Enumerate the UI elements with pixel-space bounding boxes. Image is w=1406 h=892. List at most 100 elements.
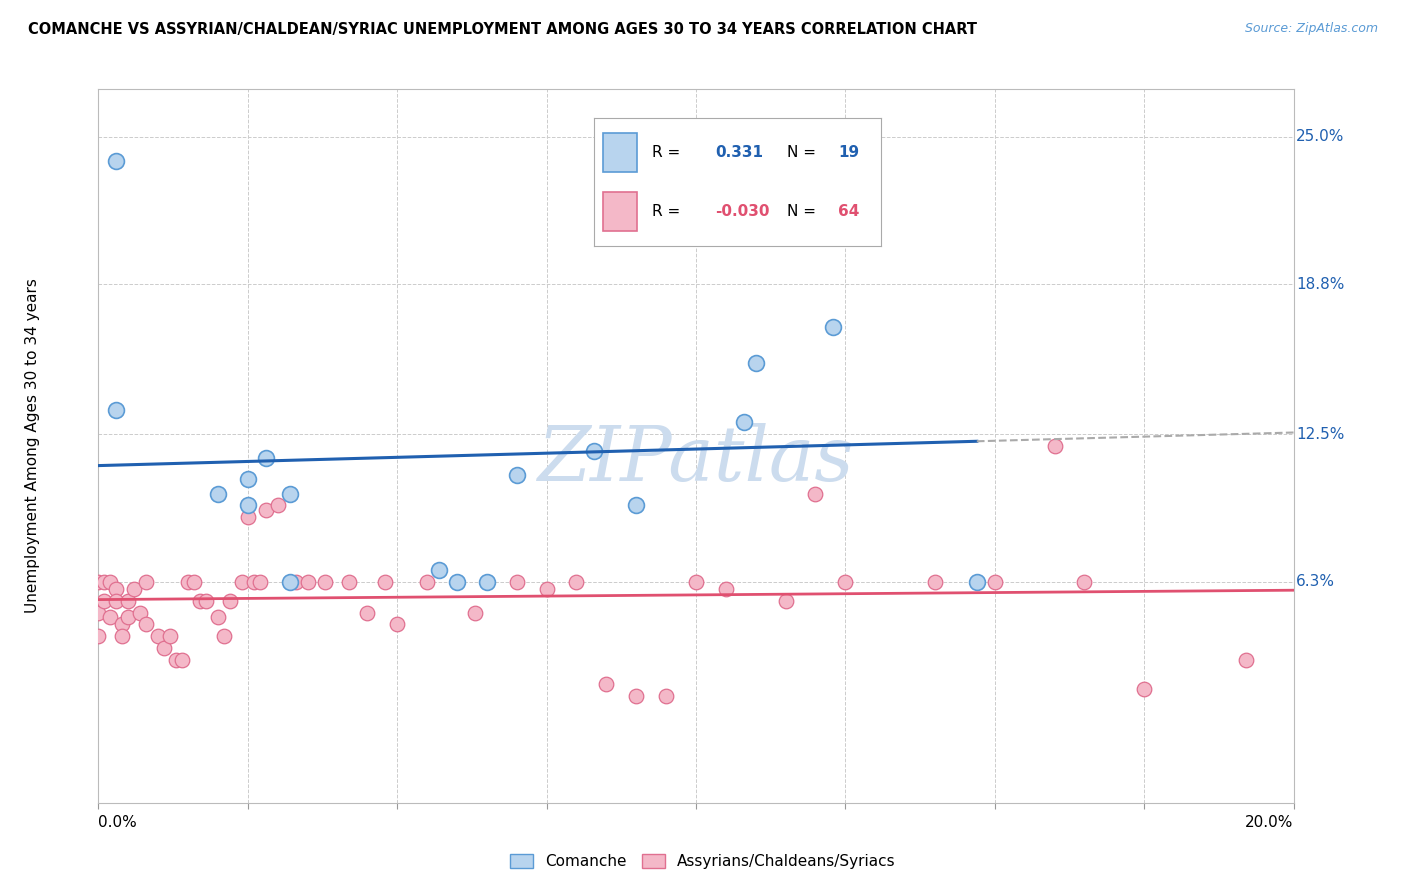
Point <box>117 593 139 607</box>
Point <box>446 574 468 589</box>
Text: N =: N = <box>786 204 815 219</box>
Point <box>159 629 181 643</box>
Point <box>775 593 797 607</box>
Point <box>194 593 218 607</box>
Text: 0.0%: 0.0% <box>98 814 138 830</box>
Point <box>1133 681 1156 696</box>
Text: 0.331: 0.331 <box>714 145 763 160</box>
Text: 20.0%: 20.0% <box>1246 814 1294 830</box>
Text: COMANCHE VS ASSYRIAN/CHALDEAN/SYRIAC UNEMPLOYMENT AMONG AGES 30 TO 34 YEARS CORR: COMANCHE VS ASSYRIAN/CHALDEAN/SYRIAC UNE… <box>28 22 977 37</box>
Point <box>823 320 845 334</box>
Point <box>177 574 200 589</box>
Point <box>834 574 856 589</box>
Point <box>93 593 115 607</box>
Point <box>475 574 498 589</box>
Text: N =: N = <box>786 145 815 160</box>
Point <box>506 467 529 482</box>
Point <box>236 510 259 524</box>
Point <box>172 653 194 667</box>
Point <box>117 610 139 624</box>
Point <box>685 574 707 589</box>
Point <box>278 574 301 589</box>
Point <box>804 486 827 500</box>
Text: R =: R = <box>652 145 681 160</box>
Point <box>87 574 110 589</box>
Point <box>135 617 157 632</box>
Point <box>297 574 319 589</box>
Point <box>278 486 301 500</box>
Text: 64: 64 <box>838 204 859 219</box>
Point <box>924 574 946 589</box>
Point <box>93 574 115 589</box>
Point <box>464 606 486 620</box>
Text: -0.030: -0.030 <box>714 204 769 219</box>
Point <box>87 606 110 620</box>
Point <box>243 574 266 589</box>
Point <box>427 563 450 577</box>
Point <box>124 582 146 596</box>
Point <box>98 610 122 624</box>
Point <box>219 593 242 607</box>
Point <box>385 617 409 632</box>
Point <box>249 574 271 589</box>
Text: Source: ZipAtlas.com: Source: ZipAtlas.com <box>1244 22 1378 36</box>
Point <box>231 574 253 589</box>
Point <box>278 486 301 500</box>
Point <box>624 689 647 703</box>
Point <box>1073 574 1095 589</box>
Point <box>356 606 378 620</box>
Point <box>165 653 187 667</box>
Point <box>207 486 229 500</box>
Point <box>804 201 827 215</box>
Point <box>207 610 229 624</box>
Point <box>254 503 277 517</box>
Point <box>983 574 1005 589</box>
Point <box>153 641 176 656</box>
Point <box>188 593 211 607</box>
FancyBboxPatch shape <box>603 193 637 231</box>
Point <box>655 689 678 703</box>
Point <box>339 574 360 589</box>
Point <box>212 629 235 643</box>
Point <box>506 574 529 589</box>
Point <box>966 574 988 589</box>
Text: 6.3%: 6.3% <box>1296 574 1334 589</box>
Point <box>714 582 737 596</box>
Point <box>111 617 134 632</box>
Point <box>236 499 259 513</box>
Point <box>236 472 259 486</box>
Point <box>105 582 128 596</box>
Point <box>267 499 290 513</box>
Point <box>745 356 768 370</box>
Point <box>105 153 128 168</box>
Point <box>135 574 157 589</box>
Point <box>374 574 396 589</box>
Point <box>314 574 337 589</box>
Point <box>183 574 205 589</box>
Text: 25.0%: 25.0% <box>1296 129 1344 145</box>
Point <box>1234 653 1257 667</box>
Text: 19: 19 <box>838 145 859 160</box>
Point <box>536 582 558 596</box>
Point <box>111 629 134 643</box>
Point <box>284 574 307 589</box>
Text: 12.5%: 12.5% <box>1296 426 1344 442</box>
Point <box>446 574 468 589</box>
Point <box>105 403 128 417</box>
Point <box>148 629 170 643</box>
Point <box>87 629 110 643</box>
Text: 18.8%: 18.8% <box>1296 277 1344 292</box>
Point <box>105 593 128 607</box>
Text: ZIPatlas: ZIPatlas <box>537 424 855 497</box>
Point <box>254 450 277 465</box>
Point <box>416 574 439 589</box>
Point <box>624 499 647 513</box>
Point <box>583 443 606 458</box>
Point <box>595 677 617 691</box>
Text: R =: R = <box>652 204 681 219</box>
Point <box>475 574 498 589</box>
Legend: Comanche, Assyrians/Chaldeans/Syriacs: Comanche, Assyrians/Chaldeans/Syriacs <box>503 848 903 875</box>
FancyBboxPatch shape <box>603 133 637 171</box>
Point <box>733 415 755 429</box>
Point <box>1043 439 1066 453</box>
